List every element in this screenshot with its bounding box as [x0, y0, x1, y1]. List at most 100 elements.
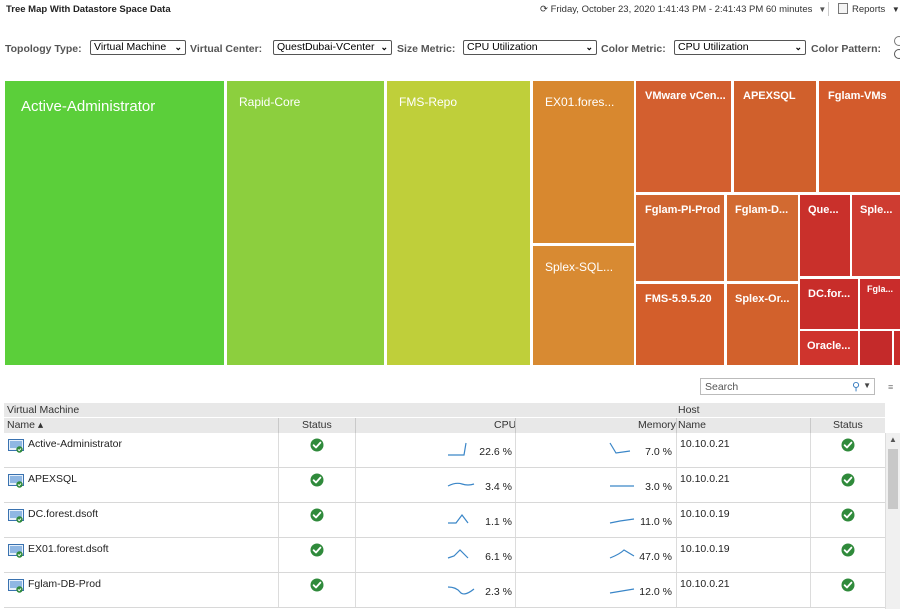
- treemap-tile[interactable]: Splex-Or...: [727, 284, 798, 365]
- cell-divider: [810, 433, 811, 467]
- cpu-sparkline: [447, 549, 469, 559]
- cell-divider: [515, 468, 516, 502]
- cell-divider: [515, 538, 516, 572]
- treemap-tile[interactable]: Active-Administrator: [5, 81, 224, 365]
- host-name[interactable]: 10.10.0.19: [680, 543, 730, 555]
- reports-button[interactable]: Reports ▼: [838, 3, 900, 15]
- vm-name[interactable]: APEXSQL: [28, 473, 78, 485]
- host-name[interactable]: 10.10.0.21: [680, 578, 730, 590]
- treemap-tile[interactable]: APEXSQL: [734, 81, 816, 192]
- col-status[interactable]: Status: [302, 419, 332, 431]
- treemap-tile-label: Fglam-D...: [735, 204, 789, 216]
- size-metric-select[interactable]: CPU Utilization ⌄: [463, 40, 597, 55]
- time-range-selector[interactable]: ⟳ Friday, October 23, 2020 1:41:43 PM - …: [540, 4, 826, 15]
- virtual-center-value: QuestDubai-VCenter: [277, 41, 375, 53]
- cell-divider: [355, 538, 356, 572]
- column-chooser-icon[interactable]: ≡: [888, 382, 894, 392]
- col-cpu[interactable]: CPU: [494, 419, 517, 431]
- vm-name[interactable]: EX01.forest.dsoft: [28, 543, 109, 555]
- cpu-value: 6.1 %: [485, 551, 512, 563]
- virtual-center-select[interactable]: QuestDubai-VCenter ⌄: [273, 40, 392, 55]
- treemap-tile-label: Rapid-Core: [239, 95, 301, 109]
- color-pattern-radio-2[interactable]: [894, 49, 900, 59]
- treemap-tile[interactable]: Fglam-PI-Prod: [636, 195, 724, 281]
- host-status-ok-icon: [841, 438, 855, 452]
- memory-value: 12.0 %: [639, 586, 672, 598]
- cell-divider: [810, 538, 811, 572]
- treemap-tile[interactable]: Fgla...: [860, 279, 900, 329]
- treemap-tile[interactable]: Sple...: [852, 195, 900, 276]
- treemap-tile-label: Fglam-VMs: [828, 90, 887, 102]
- col-host-status[interactable]: Status: [833, 419, 863, 431]
- treemap-tile-label: Splex-SQL...: [545, 260, 614, 274]
- chevron-down-icon: ⌄: [794, 42, 802, 52]
- treemap-tile[interactable]: Splex-SQL...: [533, 246, 634, 365]
- host-name[interactable]: 10.10.0.19: [680, 508, 730, 520]
- table-row[interactable]: Fglam-DB-Prod 2.3 % 12.0 % 10.10.0.21: [4, 573, 885, 608]
- color-pattern-radio-1[interactable]: [894, 36, 900, 46]
- treemap-tile[interactable]: EX01.fores...: [533, 81, 634, 243]
- cpu-sparkline: [447, 586, 475, 595]
- scrollbar-thumb[interactable]: [888, 449, 898, 509]
- topology-type-value: Virtual Machine: [94, 41, 167, 53]
- table-row[interactable]: APEXSQL 3.4 % 3.0 % 10.10.0.21: [4, 468, 885, 503]
- treemap-tile[interactable]: VMware vCen...: [636, 81, 731, 192]
- scroll-up-icon[interactable]: ▲: [889, 435, 897, 444]
- vm-name[interactable]: Fglam-DB-Prod: [28, 578, 101, 590]
- size-metric-value: CPU Utilization: [467, 41, 538, 53]
- host-status-ok-icon: [841, 508, 855, 522]
- chevron-down-icon[interactable]: ▼: [863, 381, 871, 390]
- treemap-tile[interactable]: [860, 331, 892, 365]
- memory-value: 3.0 %: [645, 481, 672, 493]
- host-name[interactable]: 10.10.0.21: [680, 438, 730, 450]
- status-ok-icon: [310, 543, 324, 557]
- column-header-row: Name ▴ Status CPU Memory Name Status: [4, 418, 885, 433]
- table-row[interactable]: EX01.forest.dsoft 6.1 % 47.0 % 10.10.0.19: [4, 538, 885, 573]
- vm-name[interactable]: DC.forest.dsoft: [28, 508, 99, 520]
- column-divider: [515, 418, 516, 433]
- cpu-sparkline: [448, 514, 469, 524]
- treemap-tile-label: DC.for...: [808, 288, 851, 300]
- treemap-tile[interactable]: FMS-5.9.5.20: [636, 284, 724, 365]
- virtual-center-label: Virtual Center:: [190, 43, 263, 55]
- group-header-row: Virtual Machine Host: [4, 403, 885, 417]
- cell-divider: [515, 433, 516, 467]
- time-range-label: Friday, October 23, 2020 1:41:43 PM - 2:…: [550, 4, 813, 15]
- chevron-down-icon: ▼: [818, 5, 827, 14]
- search-icon[interactable]: ⚲: [851, 381, 860, 393]
- search-input[interactable]: Search ⚲ ▼: [700, 378, 875, 395]
- treemap-tile[interactable]: Fglam-D...: [727, 195, 798, 281]
- vertical-scrollbar[interactable]: ▲: [885, 433, 900, 609]
- table-row[interactable]: Active-Administrator 22.6 % 7.0 % 10.10.0.2…: [4, 433, 885, 468]
- status-ok-icon: [310, 508, 324, 522]
- treemap-tile-label: Active-Administrator: [21, 98, 156, 115]
- col-memory[interactable]: Memory: [638, 419, 676, 431]
- color-metric-select[interactable]: CPU Utilization ⌄: [674, 40, 806, 55]
- col-host-name[interactable]: Name: [678, 419, 707, 431]
- topology-type-select[interactable]: Virtual Machine ⌄: [90, 40, 186, 55]
- status-ok-icon: [310, 438, 324, 452]
- treemap-tile-label: Fglam-PI-Prod: [645, 204, 721, 216]
- table-row[interactable]: DC.forest.dsoft 1.1 % 11.0 % 10.10.0.19: [4, 503, 885, 538]
- treemap-tile[interactable]: [894, 331, 900, 365]
- cell-divider: [355, 503, 356, 537]
- cell-divider: [676, 433, 677, 467]
- treemap-tile-label: Que...: [808, 204, 839, 216]
- treemap-tile[interactable]: DC.for...: [800, 279, 858, 329]
- col-name[interactable]: Name ▴: [7, 419, 44, 431]
- host-name[interactable]: 10.10.0.21: [680, 473, 730, 485]
- treemap-tile[interactable]: Que...: [800, 195, 850, 276]
- vm-name[interactable]: Active-Administrator: [28, 438, 122, 450]
- color-pattern-label: Color Pattern:: [811, 43, 882, 55]
- treemap-tile[interactable]: FMS-Repo: [387, 81, 530, 365]
- divider: [828, 2, 829, 16]
- treemap-tile[interactable]: Rapid-Core: [227, 81, 384, 365]
- color-metric-label: Color Metric:: [601, 43, 666, 55]
- cell-divider: [355, 433, 356, 467]
- treemap-tile-label: FMS-5.9.5.20: [645, 293, 712, 305]
- memory-sparkline: [609, 442, 631, 454]
- treemap-tile[interactable]: Oracle...: [800, 331, 858, 365]
- header-bar: Tree Map With Datastore Space Data ⟳ Fri…: [0, 0, 900, 18]
- treemap-tile[interactable]: Fglam-VMs: [819, 81, 900, 192]
- column-divider: [676, 418, 677, 433]
